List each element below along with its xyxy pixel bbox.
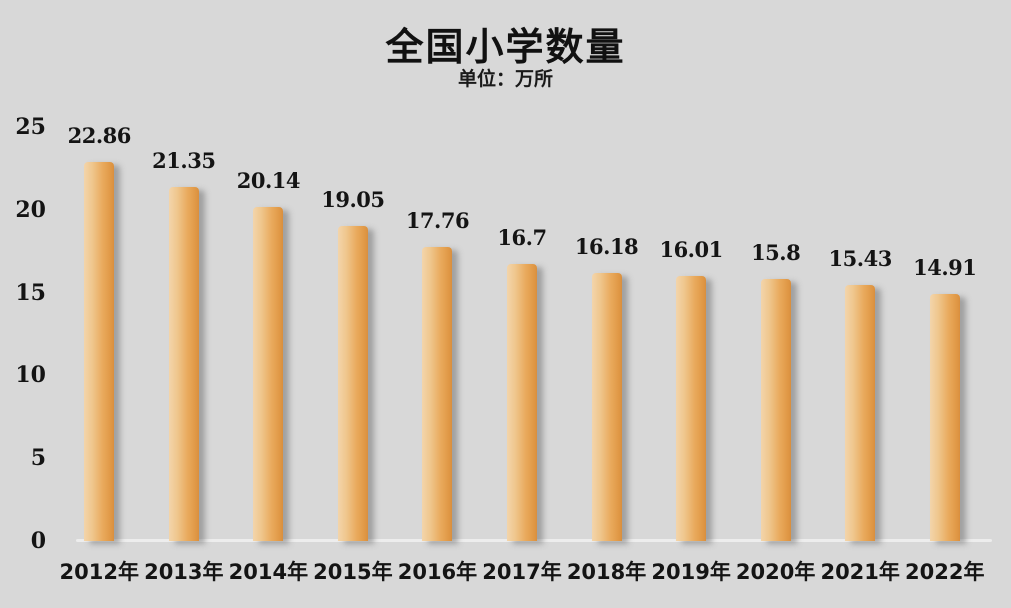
x-axis-label: 2020年 xyxy=(735,560,816,584)
x-axis-label: 2019年 xyxy=(651,560,731,584)
bar-slot: 19.05 2015年 xyxy=(311,127,396,584)
bar-value-label: 17.76 xyxy=(405,207,470,233)
x-axis-label: 2022年 xyxy=(905,560,985,584)
bar-value-label: 14.91 xyxy=(913,255,977,281)
bar-value-label: 21.35 xyxy=(152,148,216,174)
y-axis-tick-label: 0 xyxy=(30,528,46,554)
plot-area: 22.86 2012年 21.35 2013年 20.14 2014年 19.05 2015年… xyxy=(57,123,987,584)
bar-value-label: 22.86 xyxy=(67,123,132,149)
x-axis-label: 2021年 xyxy=(820,560,900,584)
bar xyxy=(929,294,960,541)
bar xyxy=(337,225,368,541)
x-axis-label: 2015年 xyxy=(313,560,393,584)
x-axis-label: 2018年 xyxy=(566,560,647,584)
bar xyxy=(168,187,199,541)
bar-value-label: 19.05 xyxy=(321,186,385,212)
x-axis-label: 2016年 xyxy=(397,560,478,584)
bar-value-label: 20.14 xyxy=(236,168,301,194)
bar xyxy=(591,273,622,541)
y-axis-tick-label: 5 xyxy=(30,445,46,472)
bar-slot: 16.7 2017年 xyxy=(480,127,565,584)
chart-title: 全国小学数量 xyxy=(385,25,626,69)
bar-slot: 16.01 2019年 xyxy=(649,127,734,584)
bar xyxy=(845,285,876,541)
x-axis-label: 2017年 xyxy=(482,560,562,584)
bar xyxy=(676,275,707,541)
y-axis-tick-label: 15 xyxy=(15,279,46,306)
bar-slot: 15.8 2020年 xyxy=(733,127,818,584)
y-axis-tick-label: 20 xyxy=(15,196,46,223)
bar xyxy=(760,279,791,541)
bar-value-label: 15.43 xyxy=(828,246,893,272)
x-axis-label: 2012年 xyxy=(59,560,139,584)
bar-value-label: 16.01 xyxy=(659,236,723,262)
bar-value-label: 15.8 xyxy=(751,240,801,266)
bar-slot: 21.35 2013年 xyxy=(142,127,227,584)
bar-value-label: 16.18 xyxy=(574,234,639,260)
x-axis-label: 2013年 xyxy=(144,560,224,584)
chart-subtitle: 单位：万所 xyxy=(457,68,553,90)
x-axis-label: 2014年 xyxy=(228,560,309,584)
bar xyxy=(84,162,115,541)
bar-slot: 20.14 2014年 xyxy=(226,127,311,584)
bar-slot: 14.91 2022年 xyxy=(902,127,987,584)
bar-slot: 16.18 2018年 xyxy=(564,127,649,584)
bar-slot: 17.76 2016年 xyxy=(395,127,480,584)
y-axis-tick-label: 10 xyxy=(15,362,46,389)
y-axis-tick-label: 25 xyxy=(15,114,46,140)
bar-slot: 22.86 2012年 xyxy=(57,123,142,584)
bar-value-label: 16.7 xyxy=(497,225,547,251)
y-axis: 0 5 10 15 20 25 xyxy=(0,114,46,554)
bar xyxy=(507,264,537,541)
bar-slot: 15.43 2021年 xyxy=(818,127,903,584)
bar xyxy=(422,246,453,541)
bar xyxy=(253,207,284,541)
